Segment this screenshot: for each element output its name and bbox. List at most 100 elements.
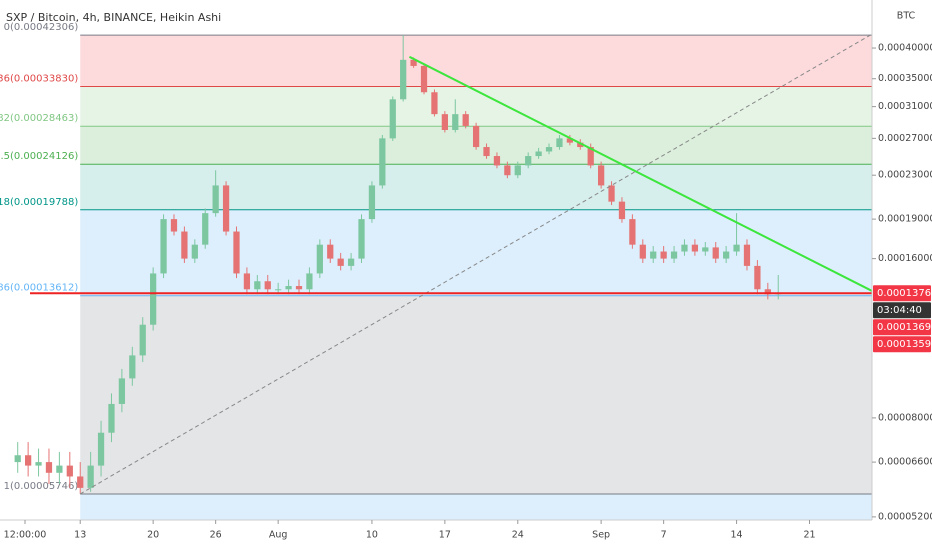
x-tick-label: 12:00:00	[4, 530, 47, 541]
candle-body	[97, 432, 105, 466]
candle-body	[87, 465, 94, 488]
y-tick-label: 0.00023000	[878, 170, 932, 181]
fib-band	[80, 86, 872, 127]
candle-body	[420, 65, 428, 93]
trend-line	[79, 33, 873, 495]
candle-body	[670, 251, 678, 259]
x-tick-label: 26	[210, 530, 222, 541]
candle-body	[712, 247, 719, 259]
price-tag	[873, 302, 931, 319]
chart-title: SXP / Bitcoin, 4h, BINANCE, Heikin Ashi	[6, 11, 221, 24]
candle-body	[14, 455, 21, 463]
x-tick-label: 21	[803, 530, 815, 541]
candle-body	[379, 138, 386, 186]
candle-body	[483, 147, 490, 157]
x-tick-label: 14	[731, 530, 743, 541]
price-tag-label: 0.00013591	[877, 339, 932, 350]
candle-body	[743, 244, 751, 266]
x-tick-label: 7	[661, 530, 667, 541]
candle-body	[233, 231, 240, 274]
candle-body	[702, 247, 709, 252]
candle-body	[368, 185, 376, 220]
candle-body	[327, 244, 334, 259]
candle-body	[472, 125, 480, 148]
candle-body	[608, 185, 615, 202]
y-tick-label: 0.00016000	[878, 253, 932, 264]
fib-label: 0(0.00042306)	[4, 22, 79, 33]
candle-body	[545, 147, 553, 152]
fib-band	[80, 295, 872, 494]
candle-body	[150, 273, 157, 325]
candle-body	[504, 165, 511, 176]
candle-body	[316, 244, 323, 274]
candle-body	[733, 244, 740, 252]
candle-body	[264, 281, 271, 290]
candle-body	[764, 289, 771, 295]
candle-body	[285, 286, 292, 290]
candle-body	[45, 462, 53, 473]
candle-body	[337, 258, 344, 266]
candle-body	[514, 165, 521, 176]
candle-body	[598, 165, 605, 186]
candle-body	[243, 273, 251, 290]
y-tick-label: 0.00040000	[878, 43, 932, 54]
candle-body	[358, 219, 365, 259]
candle-body	[587, 147, 594, 166]
x-tick-label: 24	[512, 530, 524, 541]
candle-body	[660, 251, 667, 259]
fib-label: 0.786(0.00013612)	[0, 283, 78, 294]
y-tick-label: 0.00035000	[878, 73, 932, 84]
candle-body	[118, 378, 126, 404]
candle-body	[295, 286, 303, 290]
candle-body	[691, 244, 699, 252]
x-tick-label: 10	[366, 530, 378, 541]
candle-body	[129, 355, 136, 379]
x-tick-label: 13	[74, 530, 86, 541]
currency-label: BTC	[897, 11, 916, 22]
candle-body	[754, 265, 761, 290]
candle-body	[650, 251, 657, 259]
candle-body	[347, 258, 355, 266]
price-tag	[873, 319, 931, 336]
candle-body	[400, 59, 407, 100]
candle-body	[629, 219, 636, 245]
candle-body	[618, 201, 626, 220]
candle-body	[254, 281, 261, 290]
y-tick-label: 0.00006600	[878, 457, 932, 468]
candle-body	[56, 465, 63, 473]
fib-band	[80, 493, 872, 520]
fib-label: 0.236(0.00033830)	[0, 74, 78, 85]
candle-body	[431, 92, 438, 115]
candle-body	[639, 244, 646, 259]
fib-label: 0.5(0.00024126)	[0, 151, 78, 162]
y-tick-label: 0.00031000	[878, 101, 932, 112]
price-tag	[873, 336, 931, 353]
candle-body	[108, 403, 115, 433]
x-tick-label: Aug	[269, 530, 288, 541]
trend-line	[408, 55, 873, 292]
candle-body	[306, 273, 313, 290]
candle-body	[160, 219, 167, 274]
y-tick-label: 0.00019000	[878, 214, 932, 225]
plot-area: 0(0.00042306) 0.236(0.00033830) 0.382(0.00…	[0, 22, 873, 520]
y-tick-label: 0.00027000	[878, 133, 932, 144]
y-tick-label: 0.00008000	[878, 412, 932, 423]
candle-body	[681, 244, 688, 252]
candle-body	[181, 231, 188, 259]
candle-body	[441, 114, 448, 131]
fib-label: 1(0.00005746)	[4, 481, 79, 492]
fib-label: 0.382(0.00028463)	[0, 113, 78, 124]
candle-body	[35, 462, 42, 466]
candle-body	[389, 99, 396, 139]
candle-body	[222, 185, 230, 232]
y-tick-label: 0.00005200	[878, 511, 932, 522]
candle-body	[577, 142, 584, 148]
x-tick-label: 17	[439, 530, 451, 541]
price-tag-label: 03:04:40	[877, 305, 922, 316]
candle-body	[191, 244, 198, 259]
price-tag	[873, 285, 931, 302]
candle-body	[202, 213, 209, 245]
candle-body	[556, 138, 563, 148]
candle-body	[25, 455, 32, 466]
